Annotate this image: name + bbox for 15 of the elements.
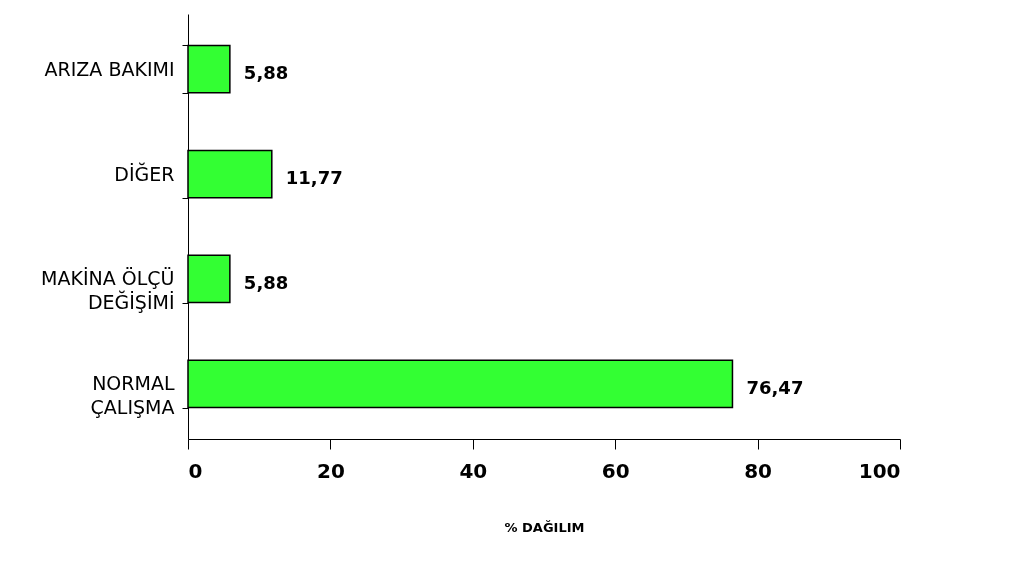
x-tick-label: 40 — [459, 458, 488, 483]
x-tick-label: 20 — [316, 458, 345, 483]
y-tick-label: DİĞER — [114, 161, 175, 185]
x-tick-label: 60 — [601, 458, 630, 483]
y-tick-label: ARIZA BAKIMI — [44, 57, 175, 80]
data-label: 5,88 — [243, 271, 289, 293]
data-label: 76,47 — [746, 376, 804, 398]
y-tick-label: MAKİNA ÖLÇÜ DEĞİŞİMİ — [41, 267, 175, 314]
y-tick-label: NORMAL ÇALIŞMA — [90, 372, 175, 419]
x-axis-title: % DAĞILIM — [504, 519, 585, 535]
data-label: 5,88 — [243, 62, 289, 84]
x-tick-label: 100 — [858, 458, 901, 483]
data-label: 11,77 — [285, 167, 343, 189]
x-tick-label: 0 — [188, 458, 203, 483]
x-tick-label: 80 — [744, 458, 773, 483]
